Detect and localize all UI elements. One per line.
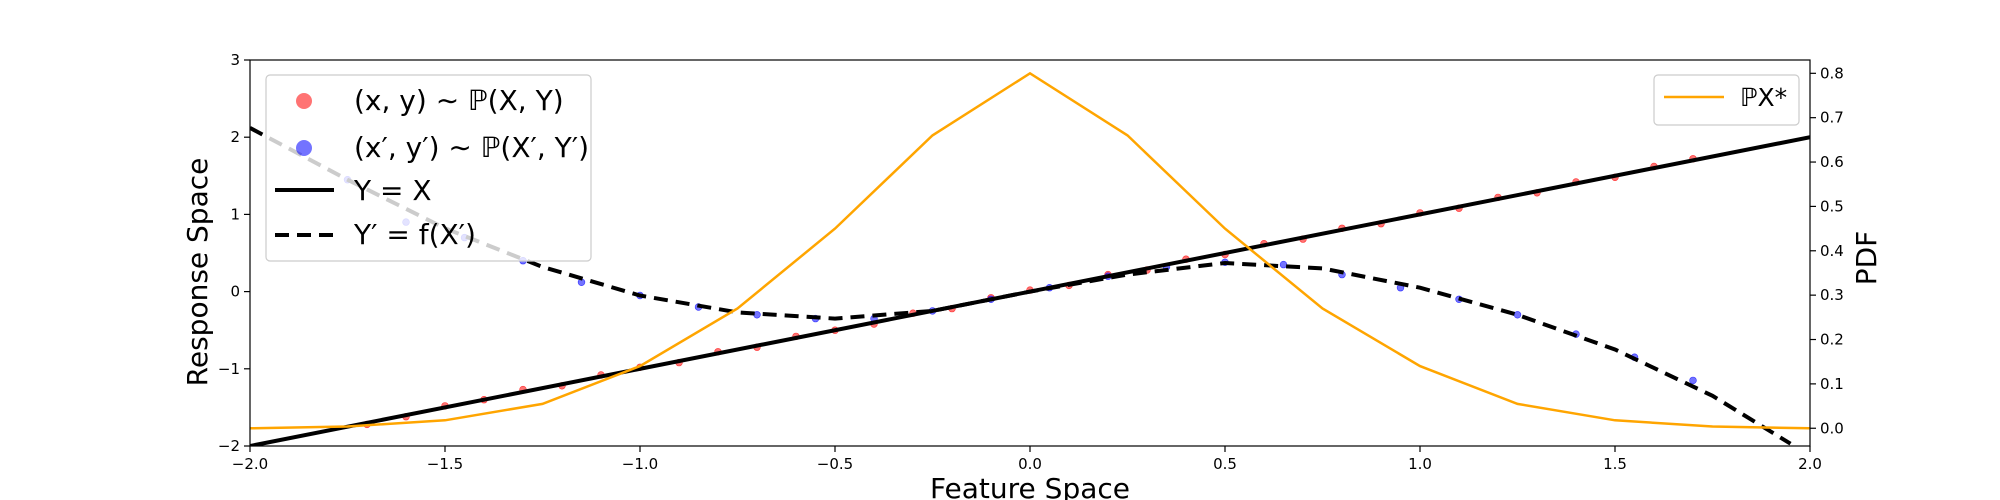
y-axis-left: −2 −1 0 1 2 3 [218, 51, 250, 455]
legend-right: ℙX* [1653, 74, 1800, 126]
blue-scatter-point [1689, 376, 1697, 385]
pdf-curve [250, 71, 1810, 430]
y-axis-right: 0.0 0.1 0.2 0.3 0.4 0.5 0.6 0.7 0.8 [1810, 64, 1844, 437]
x-tick-label: 2.0 [1798, 455, 1822, 473]
x-tick-label: 0.5 [1213, 455, 1237, 473]
y2-tick-label: 0.3 [1820, 286, 1844, 304]
legend-right-frame [1653, 74, 1800, 126]
y-axis-label: Response Space [181, 158, 214, 387]
legend-orange-label: ℙX* [1740, 83, 1787, 112]
y2-tick-label: 0.4 [1820, 242, 1844, 260]
legend-solid-label: Y = X [353, 174, 432, 207]
legend-left: (x, y) ∼ ℙ(X, Y) (x′, y′) ∼ ℙ(X′, Y′) Y … [265, 74, 592, 262]
legend-blue-marker [296, 140, 312, 156]
legend-dashed-label: Y′ = f(X′) [353, 218, 476, 251]
y-tick-label: 0 [230, 283, 240, 301]
y2-tick-label: 0.6 [1820, 153, 1844, 171]
y2-tick-label: 0.8 [1820, 64, 1844, 82]
y-tick-label: −2 [218, 437, 240, 455]
y-tick-label: 2 [230, 128, 240, 146]
x-axis: −2.0 −1.5 −1.0 −0.5 0.0 0.5 1.0 1.5 2.0 [232, 446, 1822, 473]
y-tick-label: −1 [218, 360, 240, 378]
x-tick-label: 1.0 [1408, 455, 1432, 473]
x-tick-label: 1.5 [1603, 455, 1627, 473]
y2-tick-label: 0.1 [1820, 375, 1844, 393]
legend-red-marker [296, 93, 312, 109]
x-tick-label: −1.5 [427, 455, 463, 473]
x-axis-label: Feature Space [930, 472, 1130, 500]
y-tick-label: 1 [230, 205, 240, 223]
x-tick-label: −1.0 [622, 455, 658, 473]
legend-left-frame [265, 74, 592, 262]
y2-tick-label: 0.2 [1820, 331, 1844, 349]
legend-red-label: (x, y) ∼ ℙ(X, Y) [354, 84, 564, 117]
x-tick-label: −2.0 [232, 455, 268, 473]
y-tick-label: 3 [230, 51, 240, 69]
x-tick-label: −0.5 [817, 455, 853, 473]
y2-tick-label: 0.7 [1820, 109, 1844, 127]
x-tick-label: 0.0 [1018, 455, 1042, 473]
legend-blue-label: (x′, y′) ∼ ℙ(X′, Y′) [354, 131, 589, 164]
y2-tick-label: 0.0 [1820, 419, 1844, 437]
y2-tick-label: 0.5 [1820, 197, 1844, 215]
blue-scatter-point [1279, 260, 1288, 269]
y2-axis-label: PDF [1850, 231, 1883, 286]
blue-scatter-point [1513, 311, 1522, 319]
